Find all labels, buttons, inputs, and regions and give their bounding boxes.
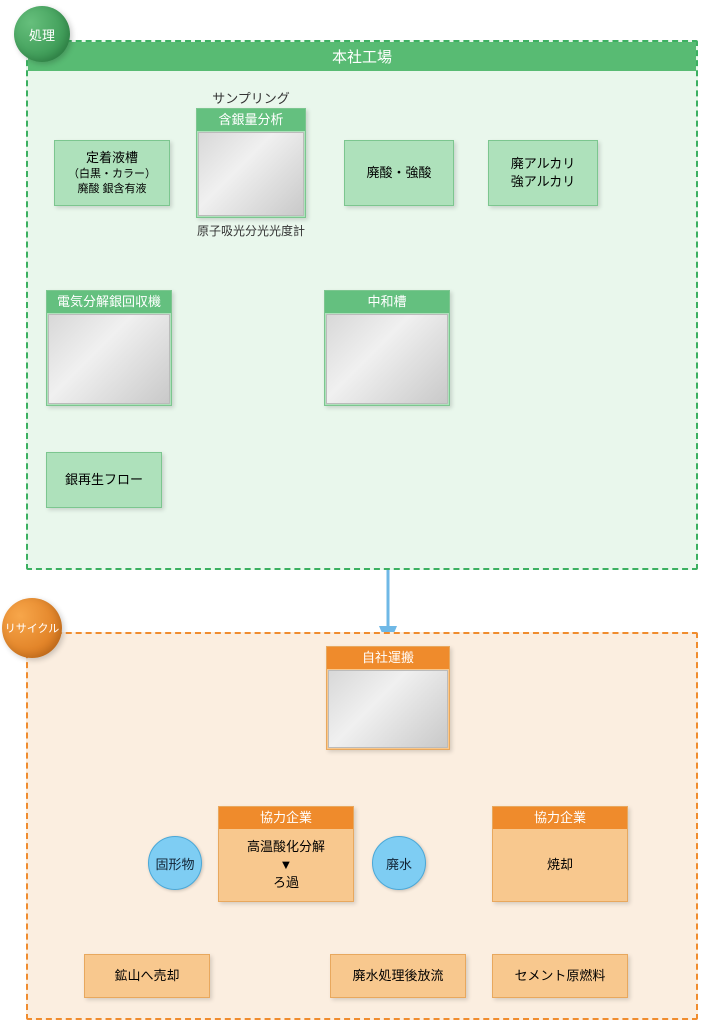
silver-flow-box: 銀再生フロー (46, 452, 162, 508)
cementFuel-body: セメント原燃料 (515, 955, 606, 997)
fixingTank-line-2: 廃酸 銀含有液 (68, 182, 156, 197)
partner2-body: 焼却 (547, 829, 573, 901)
wasteAlkali-line-1: 強アルカリ (511, 173, 575, 191)
fixing-tank-box: 定着液槽（白黒・カラー）廃酸 銀含有液 (54, 140, 170, 206)
neutralization-header: 中和槽 (325, 291, 449, 313)
cement-fuel-box: セメント原燃料 (492, 954, 628, 998)
partner2-box: 協力企業焼却 (492, 806, 628, 902)
mine-sale-box: 鉱山へ売却 (84, 954, 210, 998)
waste-acid-box: 廃酸・強酸 (344, 140, 454, 206)
waterRelease-body: 廃水処理後放流 (352, 955, 443, 997)
silverAnalysis-image (198, 132, 304, 216)
neutralization-box: 中和槽 (324, 290, 450, 406)
fixingTank-body: 定着液槽（白黒・カラー）廃酸 銀含有液 (68, 141, 156, 205)
solid-circle: 固形物 (148, 836, 202, 890)
silver-analysis-box: 含銀量分析 (196, 108, 306, 218)
ownTransport-image (328, 670, 448, 748)
partner1-box: 協力企業高温酸化分解▼ろ過 (218, 806, 354, 902)
sampling-label: サンプリング (196, 88, 306, 107)
partner1-body: 高温酸化分解▼ろ過 (247, 829, 325, 901)
partner2-header: 協力企業 (493, 807, 627, 829)
water-release-box: 廃水処理後放流 (330, 954, 466, 998)
silverAnalysis-header: 含銀量分析 (197, 109, 305, 131)
partner1-line-1: ▼ (247, 856, 325, 874)
partner2-line-0: 焼却 (547, 856, 573, 874)
ownTransport-header: 自社運搬 (327, 647, 449, 669)
electrolysis-image (48, 314, 170, 404)
cementFuel-line-0: セメント原燃料 (515, 967, 606, 985)
spectro-label: 原子吸光分光光度計 (186, 222, 316, 239)
recycle-badge: リサイクル (2, 598, 62, 658)
diagram-canvas: 本社工場 処理 リサイクル サンプリング 原子吸光分光光度計 定着液槽（白黒・カ… (0, 0, 710, 1030)
partner1-line-0: 高温酸化分解 (247, 838, 325, 856)
fixingTank-line-0: 定着液槽 (68, 149, 156, 167)
waste-circle: 廃水 (372, 836, 426, 890)
wasteAcid-body: 廃酸・強酸 (366, 141, 431, 205)
wasteAcid-line-0: 廃酸・強酸 (366, 164, 431, 182)
waterRelease-line-0: 廃水処理後放流 (352, 967, 443, 985)
processing-badge: 処理 (14, 6, 70, 62)
partner1-header: 協力企業 (219, 807, 353, 829)
fixingTank-line-1: （白黒・カラー） (68, 167, 156, 182)
partner1-line-2: ろ過 (247, 874, 325, 892)
wasteAlkali-line-0: 廃アルカリ (511, 155, 575, 173)
own-transport-box: 自社運搬 (326, 646, 450, 750)
processing-title: 本社工場 (28, 42, 696, 71)
silverFlow-line-0: 銀再生フロー (65, 471, 143, 489)
wasteAlkali-body: 廃アルカリ強アルカリ (511, 141, 575, 205)
electrolysis-header: 電気分解銀回収機 (47, 291, 171, 313)
mineSale-body: 鉱山へ売却 (114, 955, 179, 997)
electrolysis-box: 電気分解銀回収機 (46, 290, 172, 406)
waste-alkali-box: 廃アルカリ強アルカリ (488, 140, 598, 206)
neutralization-image (326, 314, 448, 404)
silverFlow-body: 銀再生フロー (65, 453, 143, 507)
mineSale-line-0: 鉱山へ売却 (114, 967, 179, 985)
